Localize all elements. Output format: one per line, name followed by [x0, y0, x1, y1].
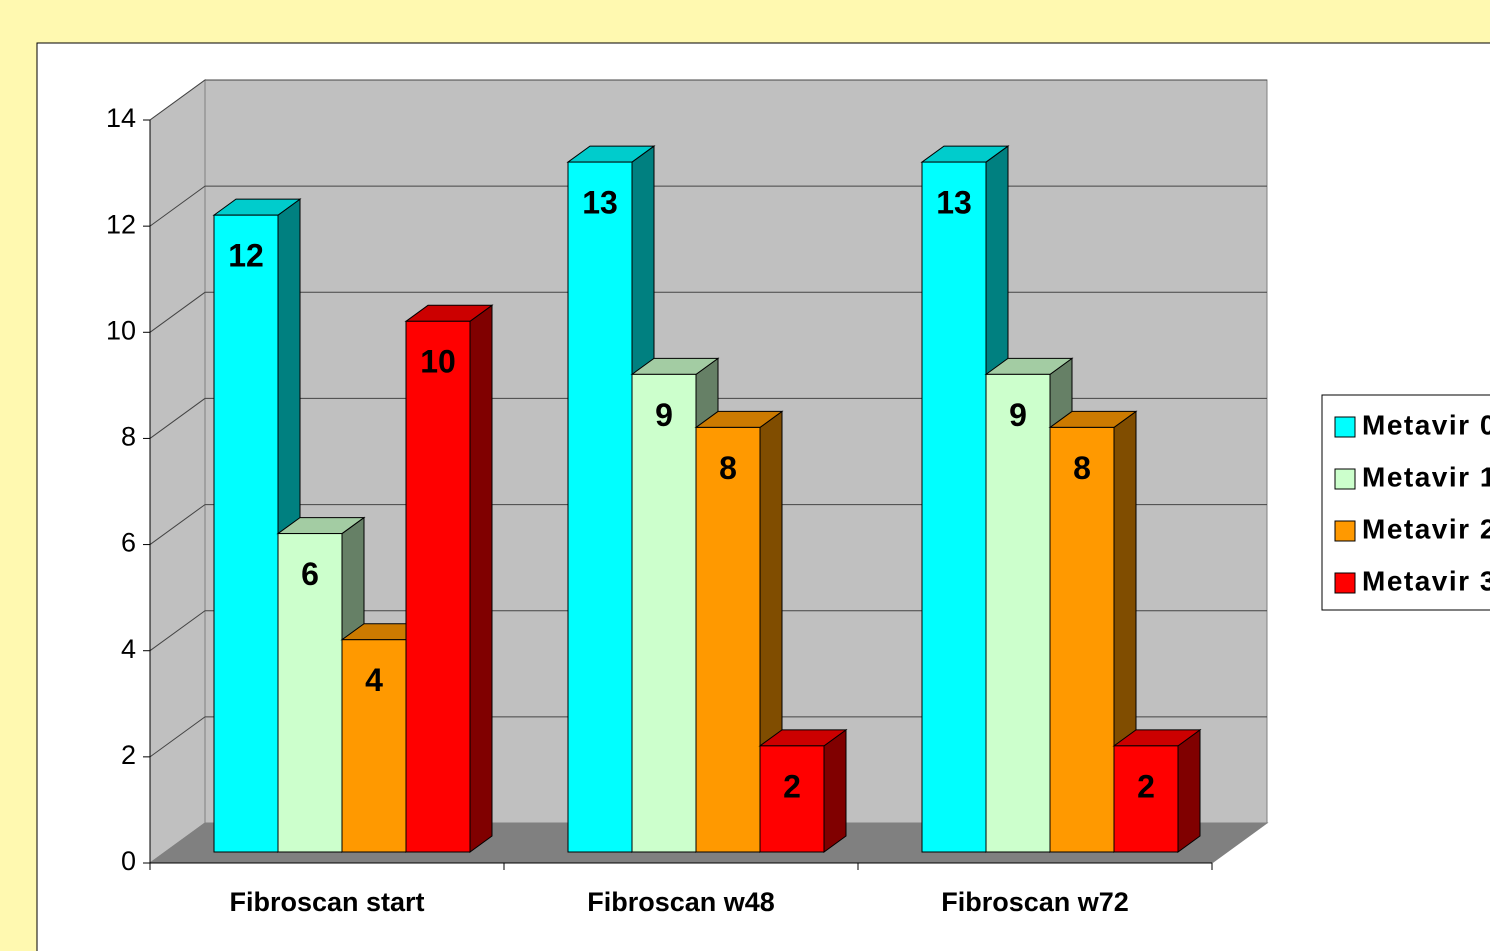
bar — [341, 639, 407, 853]
y-tick-label: 4 — [121, 634, 136, 664]
bar — [759, 745, 825, 853]
value-label: 6 — [301, 556, 319, 592]
grid-line — [149, 610, 1267, 652]
bar — [277, 533, 343, 853]
bar — [1113, 745, 1179, 853]
legend-swatch — [1334, 572, 1356, 594]
legend-label: Metavir 3 — [1362, 565, 1490, 596]
y-tick-label: 12 — [106, 209, 136, 239]
value-label: 9 — [655, 397, 673, 433]
grid-line — [149, 397, 1267, 439]
bar — [1049, 426, 1115, 853]
value-label: 9 — [1009, 397, 1027, 433]
legend-swatch — [1334, 468, 1356, 490]
x-tick-label: Fibroscan start — [229, 887, 424, 917]
value-label: 2 — [783, 768, 801, 804]
bar — [567, 161, 633, 853]
y-tick-label: 6 — [121, 528, 136, 558]
grid-line — [149, 185, 1267, 227]
side-wall — [149, 79, 206, 864]
grid-line — [149, 504, 1267, 545]
y-tick-label: 8 — [121, 422, 136, 452]
value-label: 13 — [936, 185, 972, 221]
bar — [631, 373, 697, 853]
value-label: 4 — [365, 662, 383, 698]
value-label: 8 — [1073, 450, 1091, 486]
bar-side — [469, 304, 493, 853]
bar-side — [823, 728, 847, 853]
bar — [921, 161, 987, 853]
legend-label: Metavir 2 — [1362, 513, 1490, 544]
y-tick-label: 0 — [121, 846, 136, 876]
value-label: 12 — [228, 238, 264, 274]
grid-line — [149, 716, 1267, 758]
value-label: 8 — [719, 450, 737, 486]
bar — [213, 214, 279, 853]
legend-label: Metavir 1 — [1362, 461, 1490, 492]
x-tick-label: Fibroscan w72 — [941, 887, 1129, 917]
bar — [405, 320, 471, 853]
y-tick-label: 10 — [106, 315, 136, 345]
y-tick-label: 14 — [106, 103, 136, 133]
value-label: 13 — [582, 185, 618, 221]
value-label: 10 — [420, 344, 456, 380]
value-label: 2 — [1137, 768, 1155, 804]
bar — [985, 373, 1051, 853]
bar — [695, 426, 761, 853]
grid-line — [149, 291, 1267, 333]
grid-line — [149, 79, 1267, 121]
x-tick-label: Fibroscan w48 — [587, 887, 775, 917]
y-tick-label: 2 — [121, 740, 136, 770]
bar-side — [1177, 728, 1201, 853]
legend-swatch — [1334, 520, 1356, 542]
legend-label: Metavir 0 — [1362, 409, 1490, 440]
legend-swatch — [1334, 416, 1356, 438]
